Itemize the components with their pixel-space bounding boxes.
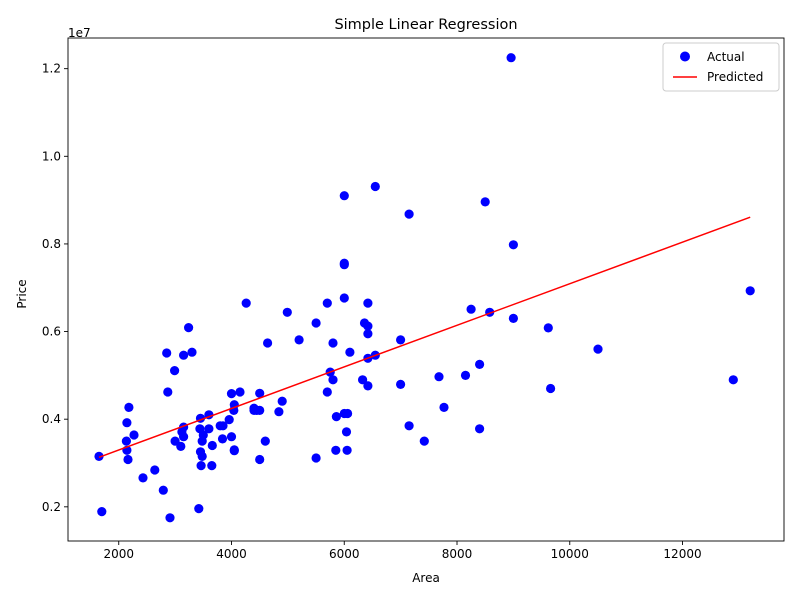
data-point	[179, 351, 188, 360]
x-tick-label: 4000	[216, 547, 247, 561]
data-point	[323, 387, 332, 396]
data-point	[198, 437, 207, 446]
data-point	[235, 387, 244, 396]
y-tick-label: 1.2	[42, 62, 61, 76]
data-point	[176, 442, 185, 451]
data-point	[312, 318, 321, 327]
data-point	[162, 348, 171, 357]
data-point	[138, 473, 147, 482]
data-point	[97, 507, 106, 516]
chart-title: Simple Linear Regression	[334, 17, 517, 33]
data-point	[509, 314, 518, 323]
y-tick-label: 0.6	[42, 325, 61, 339]
data-point	[218, 434, 227, 443]
data-point	[593, 345, 602, 354]
x-tick-label: 6000	[329, 547, 360, 561]
data-point	[218, 421, 227, 430]
data-point	[122, 418, 131, 427]
data-point	[371, 182, 380, 191]
data-point	[396, 335, 405, 344]
data-point	[475, 424, 484, 433]
y-tick-label: 0.2	[42, 500, 61, 514]
data-point	[434, 372, 443, 381]
data-point	[509, 240, 518, 249]
data-point	[207, 461, 216, 470]
data-point	[274, 407, 283, 416]
data-point	[467, 305, 476, 314]
data-point	[363, 329, 372, 338]
data-point	[475, 360, 484, 369]
data-point	[342, 427, 351, 436]
data-point	[150, 465, 159, 474]
data-point	[159, 486, 168, 495]
data-point	[343, 446, 352, 455]
data-point	[261, 437, 270, 446]
data-point	[278, 397, 287, 406]
data-point	[420, 437, 429, 446]
data-point	[544, 323, 553, 332]
data-point	[124, 403, 133, 412]
data-point	[328, 338, 337, 347]
y-axis-label: Price	[15, 279, 29, 308]
data-point	[481, 197, 490, 206]
data-point	[340, 260, 349, 269]
data-point	[312, 453, 321, 462]
data-point	[208, 441, 217, 450]
data-point	[230, 446, 239, 455]
data-point	[249, 406, 258, 415]
legend: Actual Predicted	[663, 43, 779, 91]
data-point	[507, 53, 516, 62]
data-point	[331, 446, 340, 455]
data-point	[184, 323, 193, 332]
data-point	[328, 375, 337, 384]
data-point	[295, 335, 304, 344]
data-point	[255, 455, 264, 464]
data-point	[343, 409, 352, 418]
data-point	[187, 348, 196, 357]
data-point	[123, 455, 132, 464]
data-point	[363, 299, 372, 308]
data-point	[461, 371, 470, 380]
data-point	[345, 348, 354, 357]
x-axis-label: Area	[412, 571, 440, 585]
y-tick-label: 0.8	[42, 237, 61, 251]
y-tick-label: 1.0	[42, 149, 61, 163]
x-tick-label: 2000	[103, 547, 134, 561]
data-point	[396, 380, 405, 389]
data-point	[746, 286, 755, 295]
data-point	[729, 375, 738, 384]
data-point	[129, 430, 138, 439]
data-point	[340, 293, 349, 302]
data-point	[439, 403, 448, 412]
data-point	[363, 381, 372, 390]
x-tick-label: 12000	[663, 547, 701, 561]
data-point	[242, 299, 251, 308]
data-point	[198, 452, 207, 461]
data-point	[405, 210, 414, 219]
data-point	[163, 387, 172, 396]
data-point	[340, 191, 349, 200]
data-point	[332, 412, 341, 421]
legend-marker-actual	[680, 52, 690, 62]
x-tick-label: 8000	[442, 547, 473, 561]
data-point	[122, 437, 131, 446]
data-point	[179, 432, 188, 441]
data-point	[227, 432, 236, 441]
legend-label-predicted: Predicted	[707, 70, 763, 84]
data-point	[263, 338, 272, 347]
data-point	[546, 384, 555, 393]
x-tick-label: 10000	[551, 547, 589, 561]
data-point	[194, 504, 203, 513]
data-point	[197, 461, 206, 470]
y-tick-label: 0.4	[42, 412, 61, 426]
data-point	[405, 421, 414, 430]
data-point	[323, 299, 332, 308]
data-point	[227, 389, 236, 398]
legend-label-actual: Actual	[707, 50, 745, 64]
data-point	[170, 366, 179, 375]
data-point	[283, 308, 292, 317]
data-point	[165, 513, 174, 522]
